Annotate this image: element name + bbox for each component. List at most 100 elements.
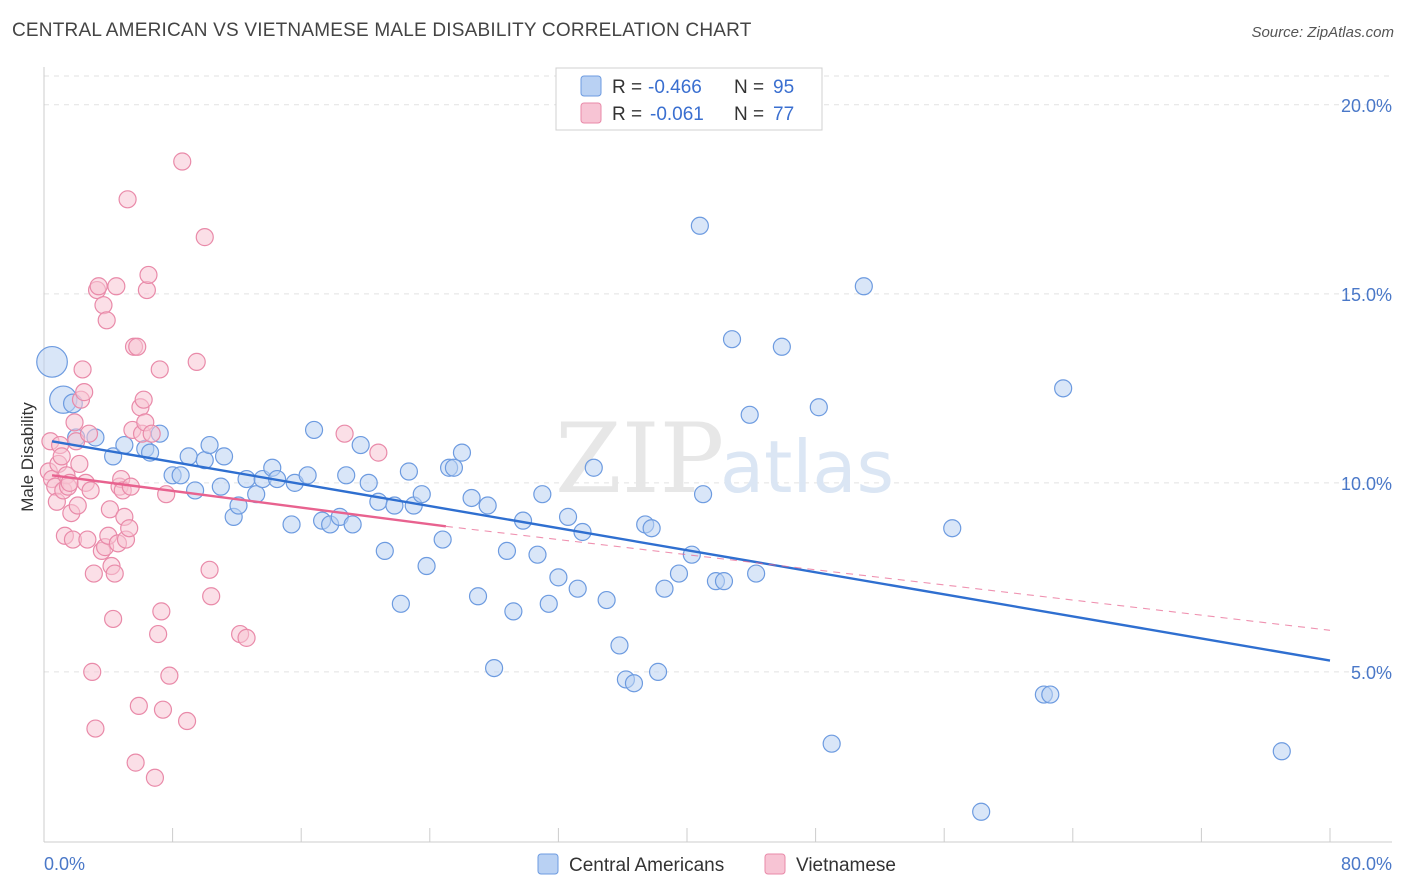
- point-vietnamese: [84, 564, 103, 583]
- series-legend-label-central-americans: Central Americans: [569, 855, 724, 876]
- point-central-americans: [1041, 685, 1060, 704]
- point-central-americans: [304, 420, 324, 440]
- point-central-americans: [399, 462, 419, 481]
- point-central-americans: [36, 345, 68, 378]
- point-vietnamese: [128, 337, 147, 356]
- point-vietnamese: [126, 753, 145, 772]
- legend-n-label-2: N =: [734, 104, 764, 125]
- trend-line-central-americans: [51, 440, 1331, 662]
- point-vietnamese: [150, 360, 169, 379]
- legend-r-value-2: -0.061: [650, 104, 704, 125]
- watermark: ZIP atlas: [555, 403, 894, 515]
- point-vietnamese: [73, 360, 92, 379]
- point-central-americans: [740, 405, 759, 424]
- point-central-americans: [610, 636, 629, 655]
- trend-line-vietnamese-extension: [445, 525, 1331, 631]
- chart-source: Source: ZipAtlas.com: [1251, 24, 1394, 41]
- series-legend: Central Americans Vietnamese: [537, 853, 896, 876]
- axes: [43, 67, 1392, 843]
- point-central-americans: [417, 556, 436, 576]
- y-tick-label: 15.0%: [1341, 285, 1392, 305]
- point-vietnamese: [83, 662, 102, 681]
- x-tick-label-min: 0.0%: [44, 854, 85, 874]
- series-legend-swatch-vietnamese: [764, 853, 786, 875]
- point-central-americans: [648, 662, 668, 681]
- point-vietnamese: [100, 500, 120, 519]
- point-vietnamese: [200, 560, 219, 579]
- point-vietnamese: [202, 587, 221, 606]
- point-vietnamese: [78, 530, 97, 549]
- point-vietnamese: [142, 424, 161, 443]
- point-central-americans: [298, 466, 317, 485]
- point-central-americans: [714, 572, 734, 591]
- point-central-americans: [485, 658, 504, 678]
- y-tick-label: 20.0%: [1341, 96, 1392, 116]
- point-central-americans: [375, 541, 394, 561]
- point-vietnamese: [335, 424, 354, 443]
- point-vietnamese: [52, 447, 71, 466]
- point-central-americans: [597, 590, 616, 610]
- y-tick-label: 10.0%: [1341, 474, 1392, 494]
- legend-swatch-vietnamese: [580, 102, 602, 124]
- point-central-americans: [772, 337, 791, 356]
- point-vietnamese: [145, 768, 165, 787]
- point-vietnamese: [105, 564, 124, 583]
- series-legend-swatch-central-americans: [537, 853, 559, 875]
- point-central-americans: [1054, 379, 1073, 398]
- point-central-americans: [504, 602, 523, 621]
- data-points: [36, 152, 1291, 821]
- point-vietnamese: [65, 413, 84, 432]
- point-central-americans: [693, 485, 713, 504]
- point-vietnamese: [152, 602, 171, 621]
- point-central-americans: [854, 277, 873, 296]
- point-central-americans: [558, 507, 578, 526]
- point-central-americans: [722, 330, 742, 349]
- point-central-americans: [624, 674, 644, 693]
- point-central-americans: [433, 530, 452, 549]
- legend-r-label-2: R =: [612, 104, 642, 125]
- point-central-americans: [943, 519, 962, 538]
- point-vietnamese: [137, 280, 156, 300]
- point-vietnamese: [177, 711, 197, 731]
- legend-n-label-1: N =: [734, 77, 764, 98]
- point-vietnamese: [118, 190, 137, 209]
- point-central-americans: [642, 519, 661, 538]
- legend-n-value-2: 77: [773, 104, 794, 125]
- y-axis-label: Male Disability: [18, 402, 37, 512]
- point-vietnamese: [120, 519, 139, 538]
- point-central-americans: [452, 443, 472, 462]
- point-central-americans: [359, 473, 378, 492]
- point-central-americans: [809, 398, 828, 417]
- point-central-americans: [179, 447, 198, 466]
- point-central-americans: [478, 496, 497, 515]
- point-vietnamese: [89, 277, 108, 296]
- point-vietnamese: [94, 296, 113, 315]
- point-central-americans: [282, 515, 301, 534]
- point-central-americans: [200, 435, 219, 455]
- point-vietnamese: [153, 700, 173, 719]
- point-vietnamese: [104, 609, 123, 629]
- y-tick-label: 5.0%: [1351, 663, 1392, 683]
- point-central-americans: [972, 802, 991, 821]
- point-central-americans: [528, 545, 547, 564]
- point-central-americans: [444, 458, 464, 477]
- point-vietnamese: [107, 277, 126, 296]
- point-central-americans: [211, 477, 230, 496]
- trend-line-vietnamese: [51, 474, 447, 528]
- stats-legend: R = -0.466 N = 95 R = -0.061 N = 77: [555, 67, 823, 131]
- point-vietnamese: [75, 383, 94, 402]
- point-central-americans: [412, 485, 431, 504]
- point-vietnamese: [237, 628, 256, 647]
- point-central-americans: [539, 594, 558, 613]
- point-vietnamese: [160, 666, 179, 685]
- point-vietnamese: [97, 311, 116, 330]
- point-central-americans: [229, 496, 248, 515]
- chart-title: CENTRAL AMERICAN VS VIETNAMESE MALE DISA…: [12, 20, 752, 41]
- legend-swatch-central-americans: [580, 75, 602, 97]
- point-central-americans: [214, 447, 234, 466]
- point-vietnamese: [81, 481, 100, 500]
- legend-r-value-1: -0.466: [648, 77, 702, 98]
- point-central-americans: [337, 466, 356, 485]
- point-vietnamese: [139, 265, 158, 285]
- trend-lines: [51, 440, 1331, 662]
